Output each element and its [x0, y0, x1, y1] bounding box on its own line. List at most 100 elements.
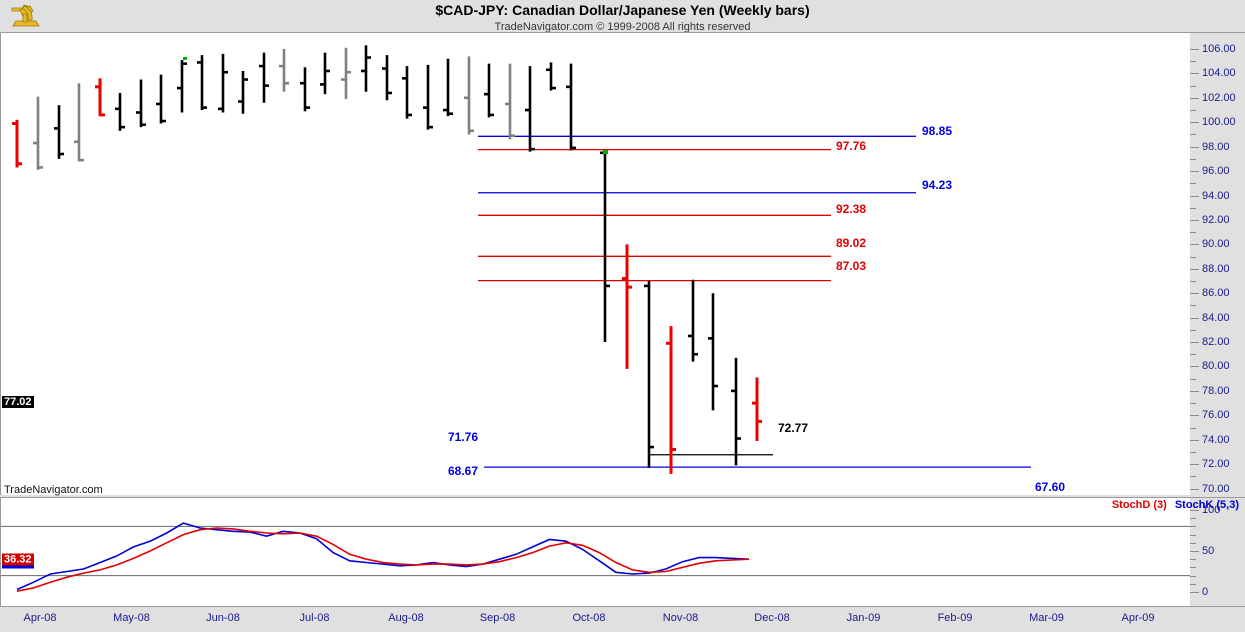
date-axis-label: Nov-08 — [662, 612, 699, 624]
price-axis-label: 98.00 — [1202, 140, 1230, 153]
copyright-notice: TradeNavigator.com © 1999-2008 All right… — [494, 21, 751, 33]
price-axis-tick — [1190, 317, 1199, 319]
price-axis-label: 82.00 — [1202, 336, 1230, 349]
stoch-axis-minor-tick — [1190, 542, 1196, 544]
price-axis-tick — [1190, 244, 1199, 246]
line-label-94-23: 94.23 — [922, 178, 953, 192]
price-axis-minor-tick — [1190, 183, 1196, 185]
line-label-97-76: 97.76 — [836, 139, 867, 153]
price-axis-minor-tick — [1190, 281, 1196, 282]
price-axis-label: 84.00 — [1202, 311, 1230, 324]
price-axis-label: 88.00 — [1202, 262, 1230, 275]
price-axis-minor-tick — [1190, 329, 1196, 331]
date-axis-label: May-08 — [113, 612, 150, 624]
price-axis-minor-tick — [1190, 451, 1196, 453]
price-axis-label: 104.00 — [1202, 67, 1236, 80]
price-axis-label: 86.00 — [1202, 287, 1230, 300]
price-axis-tick — [1190, 390, 1199, 392]
stoch-axis-tick — [1190, 551, 1199, 552]
price-axis-tick — [1190, 366, 1199, 368]
line-label-67-60: 67.60 — [1035, 480, 1066, 494]
legend-stochk-label: StochK (5,3) — [1174, 499, 1239, 511]
current-price-marker: 77.02 — [2, 395, 34, 408]
price-axis-minor-tick — [1190, 256, 1196, 258]
price-axis-label: 76.00 — [1202, 409, 1230, 422]
stoch-axis-tick — [1190, 510, 1199, 511]
price-axis-minor-tick — [1190, 232, 1196, 234]
stochastic-axis[interactable]: 100 50 0 — [1190, 497, 1245, 606]
line-label-98-85: 98.85 — [922, 124, 953, 138]
stoch-axis-minor-tick — [1190, 534, 1196, 536]
line-label-87-03: 87.03 — [836, 259, 867, 273]
price-axis-label: 96.00 — [1202, 165, 1230, 178]
line-label-71-76: 71.76 — [447, 430, 478, 444]
stochastic-legend: StochD (3) StochK (5,3) — [1112, 499, 1239, 511]
price-axis-minor-tick — [1190, 110, 1196, 112]
stoch-axis-minor-tick — [1190, 518, 1196, 520]
price-axis-label: 102.00 — [1202, 91, 1236, 104]
price-chart-pane[interactable] — [0, 32, 1190, 495]
price-axis-minor-tick — [1190, 158, 1196, 160]
stoch-axis-label: 100 — [1202, 504, 1221, 516]
legend-stochd-label: StochD (3) — [1111, 499, 1167, 511]
price-axis-label: 90.00 — [1202, 238, 1230, 251]
price-axis-tick — [1190, 73, 1199, 75]
current-stochastic-marker: 36.32 — [2, 553, 34, 569]
price-axis-minor-tick — [1190, 61, 1196, 63]
price-axis-minor-tick — [1190, 354, 1196, 356]
date-axis-label: Dec-08 — [754, 612, 790, 624]
stoch-axis-tick — [1190, 592, 1199, 593]
stoch-axis-minor-tick — [1190, 526, 1196, 528]
date-axis-label: Aug-08 — [388, 612, 424, 624]
price-axis-tick — [1190, 122, 1199, 124]
date-axis[interactable]: Apr-08 May-08 Jun-08 Jul-08 Aug-08 Sep-08 Oct-… — [0, 606, 1245, 632]
price-axis[interactable]: 106.00 104.00 102.00 100.00 98.00 96.00 94.00 9… — [1190, 32, 1245, 495]
page-title: $CAD-JPY: Canadian Dollar/Japanese Yen (… — [435, 2, 810, 18]
chart-header: $CAD-JPY: Canadian Dollar/Japanese Yen (… — [0, 0, 1245, 33]
price-axis-tick — [1190, 49, 1199, 50]
price-axis-tick — [1190, 97, 1199, 99]
price-axis-label: 92.00 — [1202, 213, 1230, 226]
price-axis-minor-tick — [1190, 378, 1196, 380]
date-axis-label: Feb-09 — [937, 612, 973, 624]
date-axis-label: Oct-08 — [572, 612, 606, 624]
date-axis-label: Apr-09 — [1121, 612, 1155, 624]
date-axis-label: Mar-09 — [1029, 612, 1064, 624]
line-label-89-02: 89.02 — [836, 236, 867, 250]
date-axis-label: Sep-08 — [479, 612, 516, 624]
price-axis-tick — [1190, 195, 1199, 197]
stoch-axis-minor-tick — [1190, 575, 1196, 577]
price-axis-tick — [1190, 146, 1199, 148]
price-axis-minor-tick — [1190, 85, 1196, 87]
stochastic-plot-svg — [1, 522, 1190, 592]
price-axis-label: 70.00 — [1202, 482, 1230, 495]
stoch-axis-minor-tick — [1190, 583, 1196, 585]
price-axis-tick — [1190, 293, 1199, 295]
watermark-label: TradeNavigator.com — [4, 484, 103, 496]
price-axis-minor-tick — [1190, 305, 1196, 307]
price-axis-tick — [1190, 268, 1199, 270]
price-axis-tick — [1190, 171, 1199, 173]
price-axis-label: 78.00 — [1202, 384, 1230, 397]
price-axis-label: 80.00 — [1202, 360, 1230, 373]
stoch-axis-minor-tick — [1190, 567, 1196, 569]
price-axis-tick — [1190, 488, 1199, 490]
price-axis-minor-tick — [1190, 476, 1196, 478]
price-axis-label: 72.00 — [1202, 458, 1230, 471]
stoch-axis-minor-tick — [1190, 559, 1196, 561]
price-axis-tick — [1190, 464, 1199, 466]
date-axis-label: Jul-08 — [299, 612, 330, 624]
price-axis-minor-tick — [1190, 207, 1196, 209]
price-axis-label: 94.00 — [1202, 189, 1230, 202]
price-axis-label: 74.00 — [1202, 433, 1230, 446]
price-axis-tick — [1190, 439, 1199, 441]
stoch-axis-label: 0 — [1202, 586, 1209, 598]
price-axis-minor-tick — [1190, 427, 1196, 429]
price-axis-minor-tick — [1190, 403, 1196, 405]
price-plot-svg — [12, 45, 1031, 474]
price-axis-tick — [1190, 219, 1199, 221]
price-axis-tick — [1190, 415, 1199, 417]
stochastic-pane[interactable] — [0, 497, 1190, 606]
price-axis-minor-tick — [1190, 134, 1196, 136]
line-label-72-77: 72.77 — [778, 421, 809, 435]
